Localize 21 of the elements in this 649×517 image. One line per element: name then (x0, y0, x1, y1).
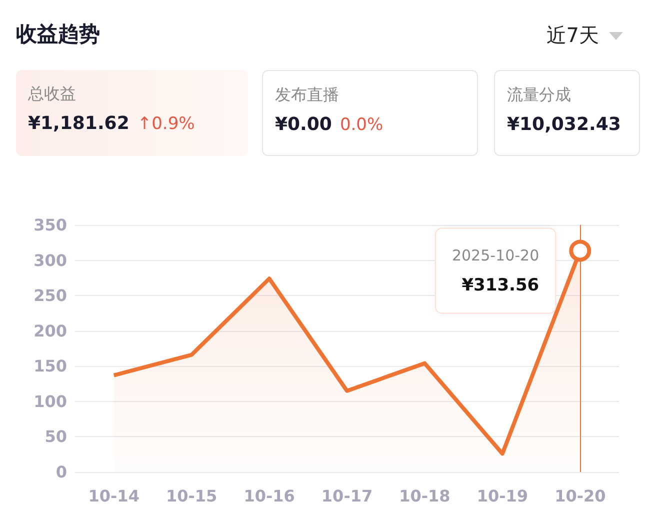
x-tick-label: 10-16 (244, 486, 295, 506)
text: 近7天 (546, 22, 599, 49)
y-tick-label: 250 (34, 286, 67, 306)
summary-card: 流量分成 ¥10,032.43 (494, 70, 640, 156)
summary-card: 发布直播 ¥0.00 0.0% (262, 70, 478, 156)
chart-title: 收益趋势 (16, 21, 100, 48)
x-tick-label: 10-19 (476, 486, 528, 506)
x-tick-label: 10-17 (321, 486, 373, 506)
annotation: 2025-10-20 ¥313.56 (452, 246, 540, 296)
y-tick-label: 300 (34, 250, 67, 270)
y-tick-label: 150 (34, 356, 67, 376)
summary-card: 总收益 ¥1,181.62 ↑0.9% (16, 70, 248, 156)
y-tick-label: 350 (34, 216, 67, 234)
y-tick-label: 100 (34, 392, 67, 411)
y-tick-label: 50 (44, 427, 67, 446)
x-tick-label: 10-14 (88, 486, 140, 506)
x-tick-label: 10-20 (554, 486, 606, 506)
y-tick-label: 200 (34, 321, 67, 340)
x-tick-label: 10-15 (166, 486, 218, 506)
y-tick-label: 0 (56, 462, 67, 482)
x-tick-label: 10-18 (399, 486, 450, 506)
